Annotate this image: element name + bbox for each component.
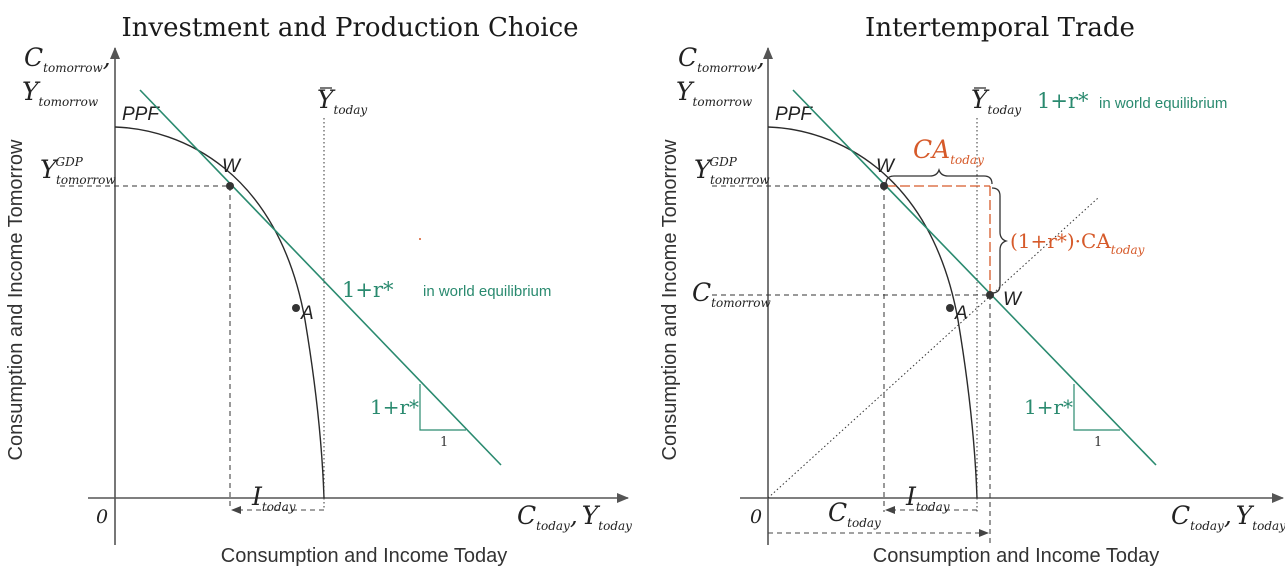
left-slope-triangle bbox=[419, 384, 466, 431]
left-budget-line bbox=[139, 89, 502, 466]
left-x-end-label: Ctoday, Ytoday bbox=[517, 501, 632, 533]
left-y-top-label-2: Ytomorrow bbox=[22, 77, 99, 109]
left-point-a bbox=[292, 304, 300, 312]
left-point-w bbox=[226, 182, 234, 190]
right-ybar-label: Ytoday bbox=[971, 85, 1021, 117]
left-y-axis-title: Consumption and Income Tomorrow bbox=[5, 139, 27, 460]
right-origin-label: 0 bbox=[750, 506, 762, 528]
left-y-top-label: Ctomorrow, bbox=[24, 43, 111, 75]
right-ygdp-sub: tomorrow bbox=[710, 173, 770, 187]
right-slope-run: 1 bbox=[1094, 435, 1102, 450]
left-ppf-curve bbox=[114, 126, 325, 499]
right-x-end-label: Ctoday, Ytoday bbox=[1171, 501, 1285, 533]
left-slope-run: 1 bbox=[440, 435, 448, 450]
left-slope-label: 1+r* bbox=[370, 395, 419, 419]
right-title: Intertemporal Trade bbox=[865, 13, 1135, 43]
right-point-w-consumption-label: W bbox=[1003, 289, 1023, 310]
right-point-a-label: A bbox=[954, 303, 968, 324]
right-y-top-label: Ctomorrow, bbox=[678, 43, 765, 75]
right-line-note: in world equilibrium bbox=[1099, 95, 1227, 112]
right-point-w-production-label: W bbox=[876, 156, 896, 177]
right-point-w-consumption bbox=[986, 291, 994, 299]
right-ppf-label: PPF bbox=[775, 104, 813, 125]
right-line-label: 1+r* bbox=[1037, 89, 1089, 113]
right-ctomorrow-label: Ctomorrow bbox=[692, 278, 771, 310]
right-x-axis-title: Consumption and Income Today bbox=[873, 545, 1159, 567]
left-line-note: in world equilibrium bbox=[423, 283, 551, 300]
left-point-w-label: W bbox=[222, 156, 242, 177]
right-ppf-curve bbox=[767, 126, 978, 499]
right-ca-label: CAtoday bbox=[913, 135, 984, 167]
left-line-label: 1+r* bbox=[342, 278, 394, 302]
left-investment-label: Itoday bbox=[251, 482, 296, 514]
right-ctoday-label: Ctoday bbox=[828, 498, 881, 530]
left-ygdp-sub: tomorrow bbox=[56, 173, 116, 187]
left-point-a-label: A bbox=[300, 303, 314, 324]
left-ybar-label: Ytoday bbox=[317, 85, 367, 117]
left-ygdp-label: YGDP bbox=[40, 155, 84, 184]
right-budget-line bbox=[792, 89, 1157, 466]
right-slope-triangle bbox=[1073, 384, 1120, 431]
left-x-axis-title: Consumption and Income Today bbox=[221, 545, 507, 567]
left-title: Investment and Production Choice bbox=[121, 13, 578, 43]
left-ppf-label: PPF bbox=[122, 104, 160, 125]
right-ca-brace bbox=[885, 167, 993, 185]
right-y-top-label-2: Ytomorrow bbox=[676, 77, 753, 109]
left-panel: Investment and Production Choice Consump… bbox=[5, 13, 632, 567]
right-point-w-production bbox=[880, 182, 888, 190]
right-y-axis-title: Consumption and Income Tomorrow bbox=[659, 139, 681, 460]
right-ygdp-label: YGDP bbox=[694, 155, 738, 184]
right-ca-repay-label: (1+r*)·CAtoday bbox=[1010, 229, 1145, 257]
left-origin-label: 0 bbox=[96, 506, 108, 528]
right-point-a bbox=[946, 304, 954, 312]
left-stray-dot bbox=[419, 238, 421, 240]
right-slope-label: 1+r* bbox=[1024, 395, 1073, 419]
right-investment-label: Itoday bbox=[905, 482, 950, 514]
right-repay-brace bbox=[991, 187, 1009, 294]
right-panel: Intertemporal Trade Consumption and Inco… bbox=[659, 13, 1285, 567]
